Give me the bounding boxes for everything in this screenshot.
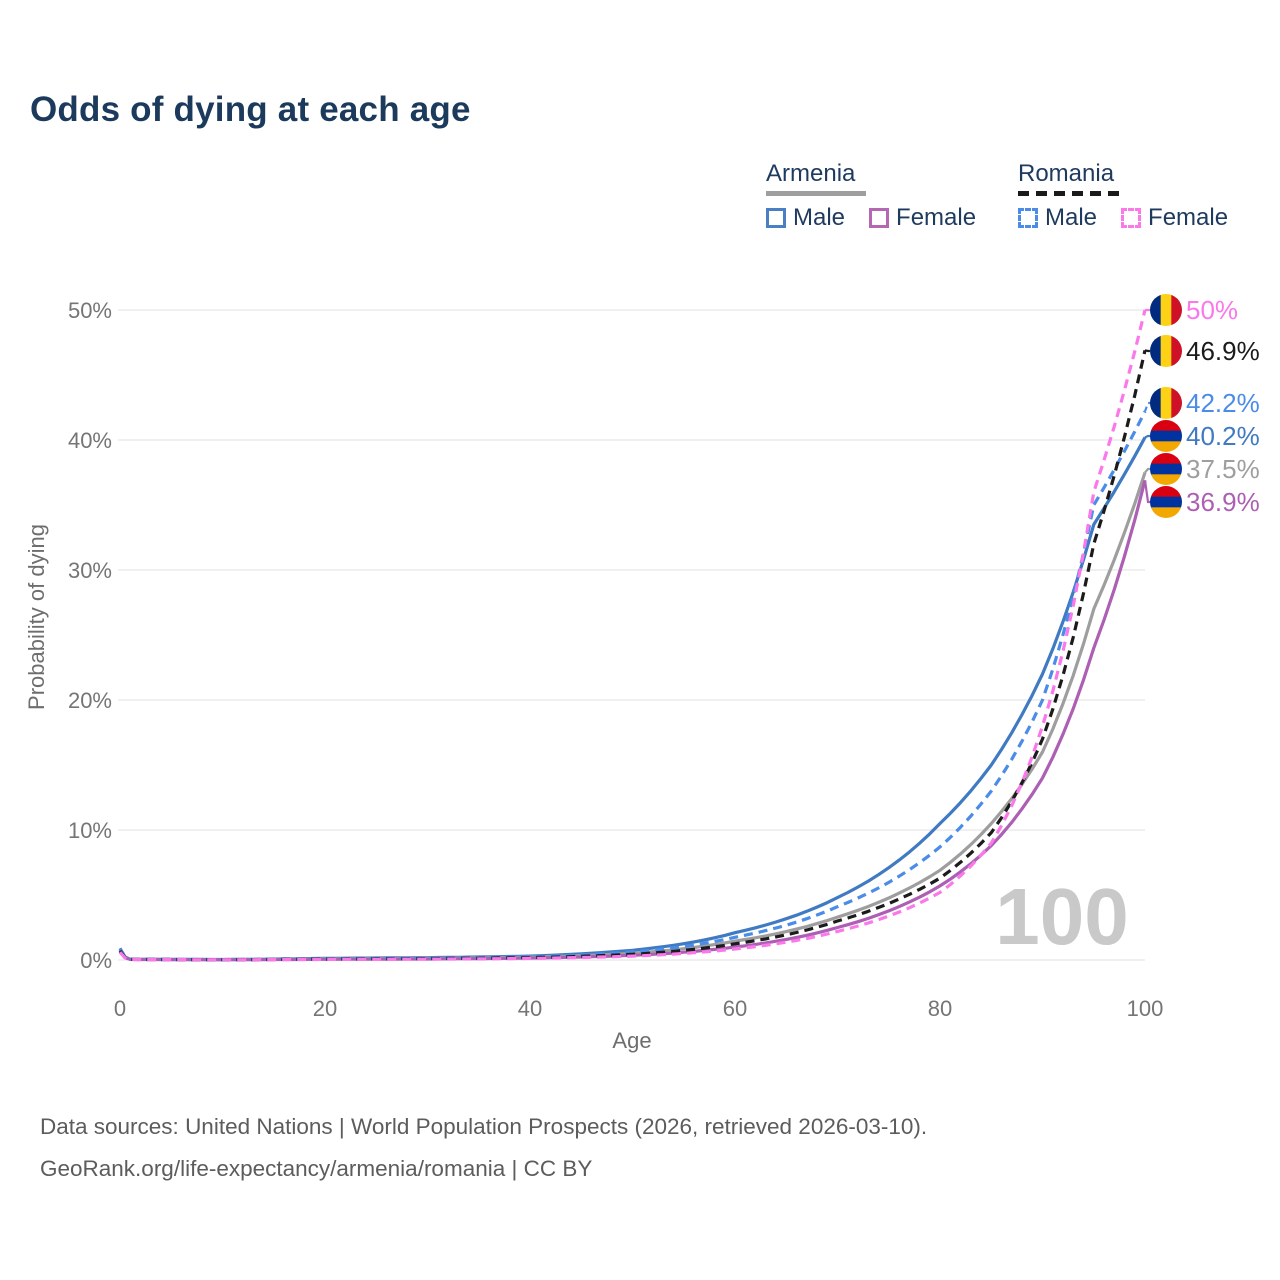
- romania-male-swatch: [1018, 208, 1038, 228]
- x-axis-title: Age: [612, 1028, 651, 1053]
- leader-line-romania-total: [1144, 349, 1151, 353]
- legend-group-romania: Romania Male Female: [1018, 160, 1228, 232]
- y-axis-title: Probability of dying: [24, 524, 49, 710]
- series-line-armenia-total[interactable]: [118, 471, 1147, 962]
- legend-header-romania[interactable]: Romania: [1018, 160, 1115, 187]
- series-line-romania-female[interactable]: [118, 309, 1147, 962]
- end-label-armenia-female: 36.9%: [1186, 487, 1260, 517]
- end-label-armenia-male: 40.2%: [1186, 421, 1260, 451]
- romania-flag-icon: [1150, 294, 1182, 326]
- armenia-flag-icon: [1150, 453, 1182, 485]
- y-tick-0%: 0%: [80, 948, 112, 973]
- romania-flag-icon: [1150, 335, 1182, 367]
- armenia-flag-icon: [1150, 486, 1182, 518]
- legend-item-romania-female[interactable]: Female: [1121, 204, 1228, 232]
- legend-group-armenia: Armenia Male Female: [766, 160, 976, 232]
- legend-item-romania-male[interactable]: Male: [1018, 204, 1097, 232]
- age-watermark: 100: [995, 872, 1128, 961]
- legend-item-armenia-male[interactable]: Male: [766, 204, 845, 232]
- footer-line-2: GeoRank.org/life-expectancy/armenia/roma…: [40, 1156, 593, 1181]
- series-line-romania-total[interactable]: [118, 349, 1147, 962]
- armenia-male-swatch: [766, 208, 786, 228]
- page-title: Odds of dying at each age: [30, 90, 471, 129]
- romania-flag-icon: [1150, 387, 1182, 419]
- legend-label-romania-female: Female: [1148, 204, 1229, 231]
- series-line-romania-male[interactable]: [118, 410, 1147, 962]
- leader-line-armenia-female: [1143, 480, 1151, 504]
- romania-female-swatch: [1121, 208, 1142, 228]
- end-label-armenia-total: 37.5%: [1186, 454, 1260, 484]
- armenia-female-swatch: [869, 208, 890, 228]
- x-tick-100: 100: [1127, 996, 1164, 1021]
- armenia-flag-icon: [1150, 420, 1182, 452]
- legend-label-romania-male: Male: [1045, 204, 1098, 231]
- legend-header-armenia[interactable]: Armenia: [766, 160, 856, 187]
- series-line-armenia-male[interactable]: [118, 436, 1147, 962]
- legend-item-armenia-female[interactable]: Female: [869, 204, 976, 232]
- data-source-footer: Data sources: United Nations | World Pop…: [40, 1106, 927, 1190]
- end-label-romania-male: 42.2%: [1186, 388, 1260, 418]
- y-tick-40%: 40%: [68, 428, 112, 453]
- romania-total-line-swatch: [1018, 191, 1124, 196]
- legend-label-armenia-male: Male: [793, 204, 846, 231]
- armenia-total-line-swatch: [766, 191, 866, 196]
- x-tick-60: 60: [723, 996, 747, 1021]
- y-tick-30%: 30%: [68, 558, 112, 583]
- x-tick-40: 40: [518, 996, 542, 1021]
- y-tick-50%: 50%: [68, 298, 112, 323]
- y-tick-10%: 10%: [68, 818, 112, 843]
- x-tick-20: 20: [313, 996, 337, 1021]
- y-tick-20%: 20%: [68, 688, 112, 713]
- x-tick-0: 0: [114, 996, 126, 1021]
- x-tick-80: 80: [928, 996, 952, 1021]
- footer-line-1: Data sources: United Nations | World Pop…: [40, 1114, 928, 1139]
- end-label-romania-total: 46.9%: [1186, 336, 1260, 366]
- series-line-armenia-female[interactable]: [118, 479, 1147, 962]
- legend-label-armenia-female: Female: [896, 204, 977, 231]
- end-label-romania-female: 50%: [1186, 295, 1238, 325]
